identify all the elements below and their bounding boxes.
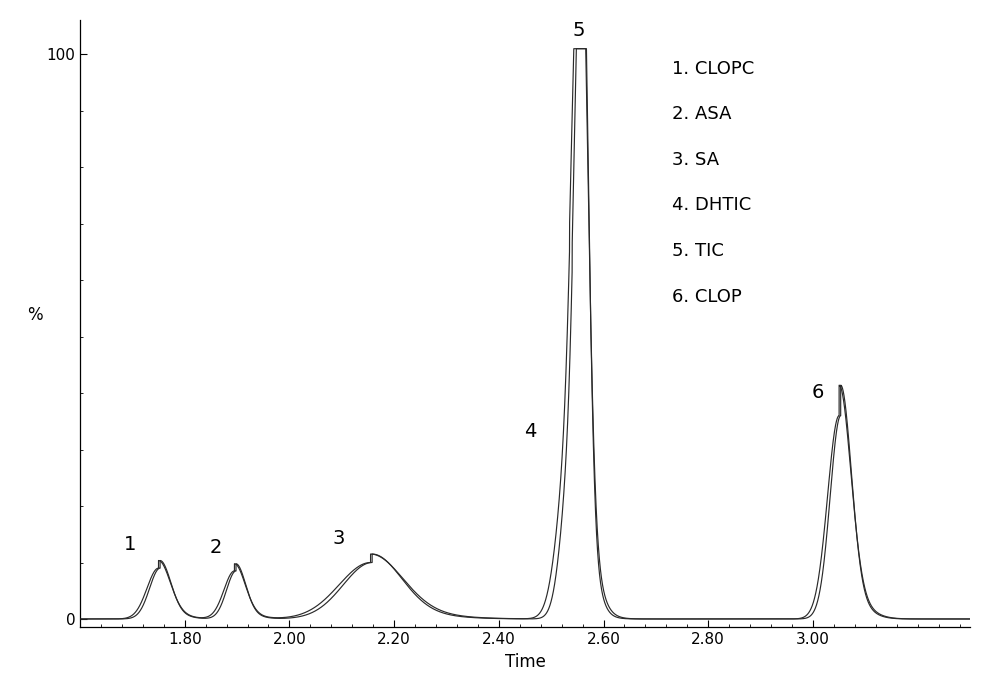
Text: 2: 2	[210, 538, 222, 557]
Text: 4: 4	[524, 422, 536, 441]
Y-axis label: %: %	[27, 306, 43, 324]
Text: 5. TIC: 5. TIC	[672, 242, 724, 260]
Text: 6: 6	[812, 383, 824, 402]
Text: 5: 5	[572, 21, 585, 40]
Text: 3. SA: 3. SA	[672, 151, 719, 169]
Text: 2. ASA: 2. ASA	[672, 106, 731, 123]
Text: 3: 3	[333, 529, 345, 548]
Text: 6. CLOP: 6. CLOP	[672, 288, 742, 306]
X-axis label: Time: Time	[505, 653, 545, 671]
Text: 4. DHTIC: 4. DHTIC	[672, 196, 751, 214]
Text: 1. CLOPC: 1. CLOPC	[672, 60, 754, 78]
Text: 1: 1	[124, 535, 136, 554]
